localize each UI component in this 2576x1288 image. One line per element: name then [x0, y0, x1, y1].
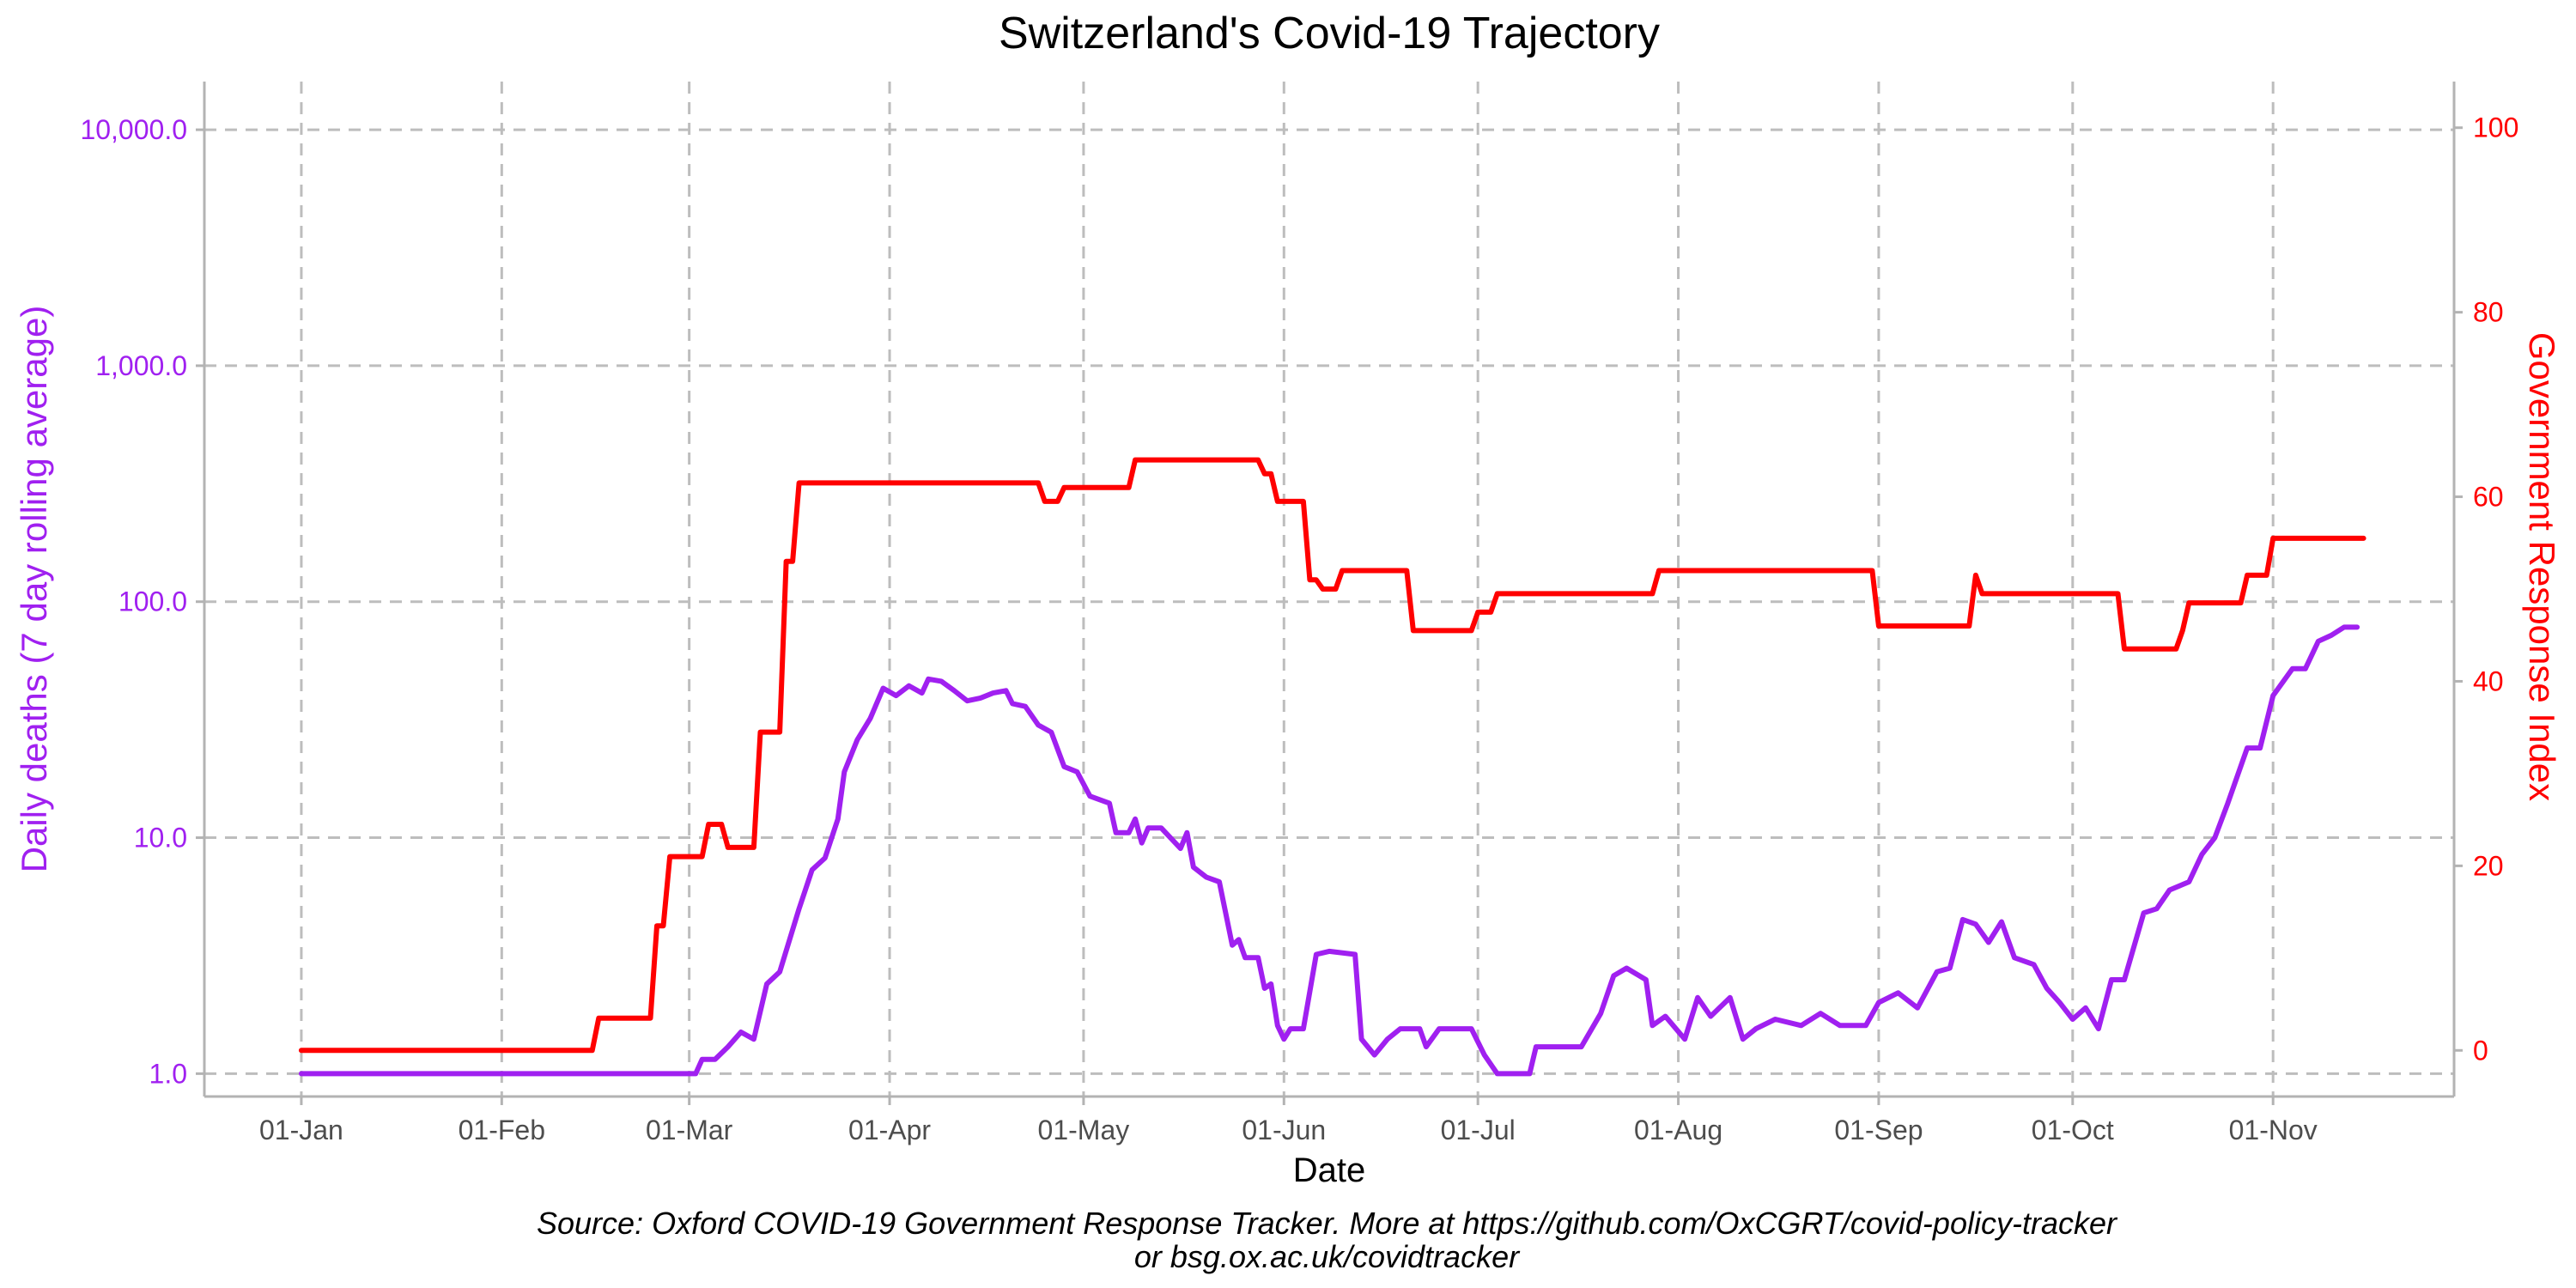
- chart-title: Switzerland's Covid-19 Trajectory: [999, 9, 1660, 58]
- x-tick-label: 01-Feb: [459, 1115, 545, 1145]
- right-y-tick-label: 100: [2473, 112, 2518, 143]
- x-tick-label: 01-Jul: [1441, 1115, 1516, 1145]
- left-y-tick-label: 1,000.0: [95, 350, 187, 381]
- daily-deaths-line: [298, 624, 2360, 1077]
- source-caption-line-1: Source: Oxford COVID-19 Government Respo…: [537, 1206, 2118, 1241]
- left-y-tick-label: 10,000.0: [80, 114, 187, 145]
- left-y-tick-label: 100.0: [118, 586, 187, 617]
- government-response-index-line: [298, 457, 2366, 1054]
- x-tick-label: 01-Nov: [2229, 1115, 2318, 1145]
- right-y-tick-label: 20: [2473, 850, 2504, 881]
- grid: [204, 82, 2454, 1097]
- x-tick-label: 01-May: [1038, 1115, 1130, 1145]
- right-y-tick-label: 80: [2473, 297, 2504, 328]
- x-axis: 01-Jan 01-Feb 01-Mar 01-Apr 01-May 01-Jun 01-J…: [259, 1097, 2318, 1145]
- x-tick-label: 01-Mar: [646, 1115, 733, 1145]
- x-tick-label: 01-Jun: [1242, 1115, 1326, 1145]
- left-y-axis: 1.0 10.0 100.0 1,000.0 10,000.0: [80, 114, 204, 1089]
- right-y-axis: 0 20 40 60 80 100: [2454, 112, 2518, 1066]
- right-y-tick-label: 60: [2473, 482, 2504, 513]
- right-y-tick-label: 0: [2473, 1035, 2488, 1066]
- right-y-tick-label: 40: [2473, 665, 2504, 696]
- x-tick-label: 01-Apr: [848, 1115, 931, 1145]
- source-caption-line-2: or bsg.ox.ac.uk/covidtracker: [1134, 1239, 1521, 1274]
- x-tick-label: 01-Aug: [1634, 1115, 1722, 1145]
- left-y-tick-label: 1.0: [149, 1058, 187, 1089]
- x-tick-label: 01-Oct: [2032, 1115, 2114, 1145]
- left-y-tick-label: 10.0: [134, 823, 187, 854]
- left-y-axis-title: Daily deaths (7 day rolling average): [14, 306, 54, 873]
- series: [298, 457, 2366, 1077]
- x-axis-title: Date: [1293, 1151, 1366, 1189]
- right-y-axis-title: Government Response Index: [2522, 332, 2562, 801]
- x-tick-label: 01-Jan: [259, 1115, 343, 1145]
- x-tick-label: 01-Sep: [1834, 1115, 1923, 1145]
